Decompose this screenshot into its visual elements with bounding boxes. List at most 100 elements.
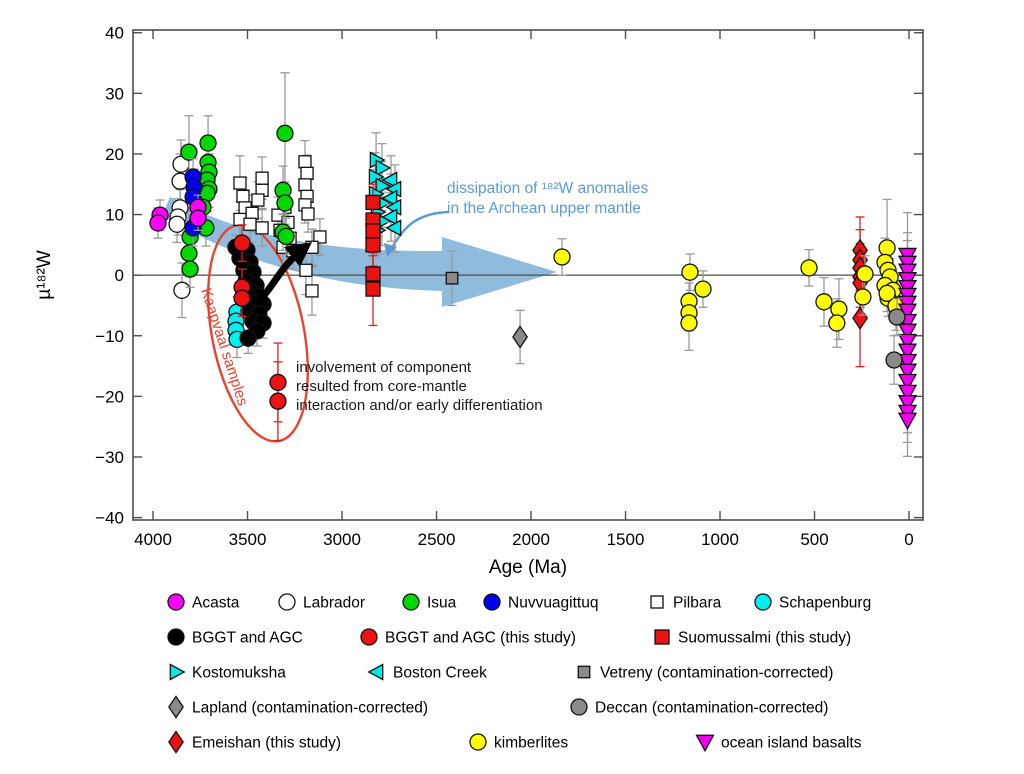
legend-label-isua: Isua	[427, 595, 457, 612]
legend-marker-labrador	[278, 593, 296, 611]
point-pilbara	[300, 166, 314, 180]
legend-item-vetreny: Vetreny (contamination-corrected)	[577, 665, 833, 682]
x-tick-label: 500	[800, 530, 828, 549]
legend-label-boston_creek: Boston Creek	[393, 665, 487, 682]
point-emeishan	[852, 306, 868, 330]
legend-marker-pilbara	[650, 595, 664, 609]
point-suomussalmi	[365, 266, 381, 282]
x-tick-label: 4000	[134, 530, 172, 549]
point-kostomuksha	[375, 177, 392, 195]
y-tick-label: 40	[105, 24, 124, 43]
black-arrow-shaft	[254, 255, 296, 306]
leader-arrowhead-icon	[384, 243, 397, 257]
point-vetreny	[445, 271, 459, 285]
point-bggt_new	[269, 373, 287, 392]
involvement-note-line3: interaction and/or early differentiation	[296, 397, 543, 414]
y-tick-label: −40	[95, 509, 124, 528]
point-kimberlites	[694, 280, 712, 298]
legend-marker-acasta	[167, 593, 185, 611]
x-tick-label: 2000	[512, 530, 550, 549]
y-tick-label: −30	[95, 448, 124, 467]
point-kimberlites	[680, 314, 698, 332]
series-isua	[180, 72, 295, 288]
plot-frame: 4000 3500 3000 2500 2000 1500 1000 500 0 40 30 20 10…	[34, 24, 924, 578]
series-deccan	[885, 298, 906, 385]
point-pilbara	[298, 155, 312, 169]
point-isua	[180, 244, 198, 262]
legend-marker-bggt	[167, 628, 185, 646]
legend-label-acasta: Acasta	[192, 595, 240, 612]
point-acasta	[149, 214, 167, 232]
legend-label-kostomuksha: Kostomuksha	[192, 665, 286, 682]
involvement-note-line2: resulted from core-mantle	[296, 378, 467, 395]
point-boston_creek	[381, 171, 398, 189]
point-kimberlites	[800, 259, 818, 277]
series-boston_creek	[381, 155, 402, 253]
legend-marker-lapland	[168, 695, 184, 719]
point-isua	[181, 260, 199, 278]
x-tick-label: 1000	[701, 530, 739, 549]
point-bggt	[239, 329, 257, 347]
legend-label-bggt: BGGT and AGC	[192, 630, 303, 647]
y-tick-label: 0	[115, 266, 124, 285]
point-kimberlites	[878, 284, 896, 302]
series-lapland	[512, 309, 528, 365]
data-points-layer	[149, 72, 918, 458]
point-pilbara	[233, 176, 247, 190]
y-tick-label: 20	[105, 145, 124, 164]
point-kimberlites	[828, 314, 846, 332]
point-deccan	[885, 351, 903, 369]
legend-marker-boston_creek	[367, 663, 384, 681]
legend-label-emeishan: Emeishan (this study)	[192, 735, 341, 752]
legend-marker-isua	[402, 593, 420, 611]
legend-label-deccan: Deccan (contamination-corrected)	[595, 700, 828, 717]
point-suomussalmi	[365, 281, 381, 297]
point-kimberlites	[681, 263, 699, 281]
point-lapland	[512, 325, 528, 349]
point-pilbara	[236, 189, 250, 204]
y-tick-label: 10	[105, 206, 124, 225]
point-labrador	[168, 215, 186, 233]
x-tick-label: 2500	[418, 530, 456, 549]
legend-label-kimberlites: kimberlites	[494, 735, 568, 752]
point-boston_creek	[385, 219, 402, 237]
dissipation-note-line2: in the Archean upper mantle	[447, 200, 641, 217]
dissipation-note-line1: dissipation of ¹⁸²W anomalies	[447, 180, 648, 197]
x-tick-label: 1500	[607, 530, 645, 549]
point-boston_creek	[381, 189, 398, 207]
annotation-texts: dissipation of ¹⁸²W anomalies in the Arc…	[296, 180, 648, 414]
point-oib	[897, 263, 918, 282]
legend-marker-kostomuksha	[169, 663, 186, 681]
point-oib	[897, 323, 918, 342]
point-pilbara	[301, 207, 315, 221]
point-kimberlites	[856, 265, 874, 283]
series-vetreny	[445, 250, 459, 307]
point-boston_creek	[381, 208, 398, 226]
legend-item-boston_creek: Boston Creek	[367, 663, 487, 682]
legend-label-bggt_new: BGGT and AGC (this study)	[385, 630, 576, 647]
series-oib	[897, 212, 918, 458]
point-kimberlites	[854, 288, 872, 306]
legend-label-pilbara: Pilbara	[673, 595, 722, 612]
legend-marker-emeishan	[168, 730, 184, 754]
point-suomussalmi	[365, 237, 381, 253]
point-pilbara	[255, 171, 269, 185]
point-oib	[897, 363, 918, 382]
series-suomussalmi	[365, 183, 381, 327]
legend-marker-deccan	[570, 698, 588, 716]
y-tick-label: 30	[105, 84, 124, 103]
legend-item-oib: ocean island basalts	[695, 735, 862, 753]
y-tick-label: −10	[95, 327, 124, 346]
point-isua	[199, 134, 217, 152]
legend-item-bggt: BGGT and AGC	[167, 628, 303, 647]
point-kimberlites	[815, 293, 833, 311]
point-oib	[897, 343, 918, 362]
x-tick-label: 3500	[229, 530, 267, 549]
series-pilbara	[233, 139, 327, 316]
legend-label-schapenburg: Schapenburg	[779, 595, 871, 612]
point-isua	[276, 124, 294, 142]
legend-marker-kimberlites	[469, 733, 487, 751]
point-deccan	[888, 308, 906, 326]
